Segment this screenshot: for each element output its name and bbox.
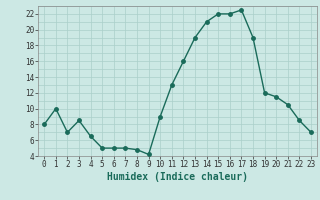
X-axis label: Humidex (Indice chaleur): Humidex (Indice chaleur)	[107, 172, 248, 182]
